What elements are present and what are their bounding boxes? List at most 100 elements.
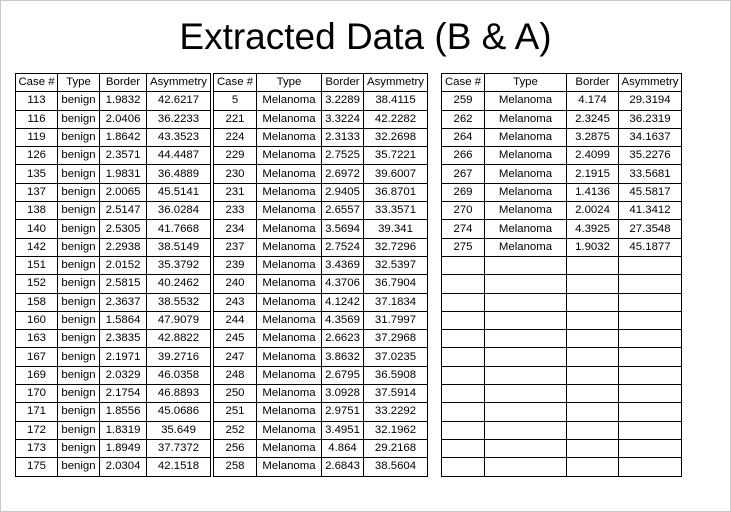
cell-border: 2.3133	[321, 127, 364, 148]
empty-cell-case-number	[441, 347, 485, 367]
cell-type: benign	[57, 219, 100, 239]
cell-type: benign	[57, 457, 100, 477]
cell-type: Melanoma	[484, 146, 567, 166]
cell-asymmetry: 47.9079	[146, 310, 211, 331]
cell-case-number: 169	[15, 365, 58, 386]
column-gap	[428, 220, 442, 238]
cell-asymmetry: 44.4487	[146, 146, 211, 166]
empty-cell-border	[566, 438, 619, 459]
slide-title: Extracted Data (B & A)	[179, 16, 552, 57]
empty-cell-asymmetry	[618, 329, 682, 349]
empty-cell-case-number	[441, 420, 485, 440]
cell-asymmetry: 36.4889	[146, 164, 211, 184]
cell-case-number: 275	[441, 237, 485, 257]
cell-case-number: 264	[441, 127, 485, 148]
cell-border: 4.1242	[321, 292, 364, 312]
cell-asymmetry: 33.3571	[363, 201, 428, 221]
table-row: 119 benign 1.8642 43.3523 224 Melanoma 2.3133 3…	[15, 127, 682, 148]
column-gap	[428, 366, 442, 384]
cell-border: 4.174	[566, 91, 619, 111]
cell-border: 2.6795	[321, 365, 364, 386]
table-row: 137 benign 2.0065 45.5141 231 Melanoma 2.9405 3…	[15, 182, 682, 203]
column-gap	[428, 110, 442, 128]
cell-asymmetry: 45.5141	[146, 182, 211, 203]
header-border: Border	[321, 72, 364, 93]
cell-case-number: 230	[213, 164, 257, 184]
cell-type: benign	[57, 201, 100, 221]
empty-cell-border	[566, 255, 619, 276]
cell-border: 2.4099	[566, 146, 619, 166]
cell-case-number: 116	[15, 109, 58, 129]
empty-cell-type	[484, 384, 567, 404]
cell-type: benign	[57, 127, 100, 148]
cell-asymmetry: 36.2319	[618, 109, 682, 129]
cell-asymmetry: 33.5681	[618, 164, 682, 184]
cell-case-number: 113	[15, 91, 58, 111]
cell-border: 1.9832	[99, 91, 147, 111]
column-gap	[428, 439, 442, 457]
cell-type: benign	[57, 109, 100, 129]
header-case-number: Case #	[441, 72, 485, 93]
cell-asymmetry: 32.1962	[363, 420, 428, 440]
empty-cell-type	[484, 420, 567, 440]
empty-cell-asymmetry	[618, 274, 682, 294]
empty-cell-type	[484, 255, 567, 276]
cell-asymmetry: 43.3523	[146, 127, 211, 148]
empty-cell-type	[484, 274, 567, 294]
cell-type: Melanoma	[256, 91, 322, 111]
cell-asymmetry: 31.7997	[363, 310, 428, 331]
cell-border: 1.8556	[99, 402, 147, 422]
cell-border: 2.0065	[99, 182, 147, 203]
table-row: 138 benign 2.5147 36.0284 233 Melanoma 2.6557 3…	[15, 201, 682, 221]
cell-type: Melanoma	[256, 182, 322, 203]
cell-type: benign	[57, 347, 100, 367]
cell-case-number: 170	[15, 384, 58, 404]
cell-border: 3.2875	[566, 127, 619, 148]
cell-case-number: 258	[213, 457, 257, 477]
empty-cell-asymmetry	[618, 365, 682, 386]
table-row: 160 benign 1.5864 47.9079 244 Melanoma 4.3569 3…	[15, 310, 682, 331]
header-type: Type	[256, 72, 322, 93]
table-row: 171 benign 1.8556 45.0686 251 Melanoma 2.9751 3…	[15, 402, 682, 422]
cell-asymmetry: 42.1518	[146, 457, 211, 477]
cell-border: 2.6843	[321, 457, 364, 477]
empty-cell-case-number	[441, 329, 485, 349]
cell-asymmetry: 39.2716	[146, 347, 211, 367]
cell-type: Melanoma	[484, 182, 567, 203]
cell-border: 3.3224	[321, 109, 364, 129]
cell-asymmetry: 42.8822	[146, 329, 211, 349]
empty-cell-border	[566, 457, 619, 477]
table-row: 163 benign 2.3835 42.8822 245 Melanoma 2.6623 3…	[15, 329, 682, 349]
column-gap	[428, 165, 442, 183]
cell-case-number: 160	[15, 310, 58, 331]
cell-type: benign	[57, 310, 100, 331]
cell-asymmetry: 42.2282	[363, 109, 428, 129]
empty-cell-case-number	[441, 310, 485, 331]
column-gap	[428, 311, 442, 329]
cell-asymmetry: 34.1637	[618, 127, 682, 148]
cell-border: 3.4951	[321, 420, 364, 440]
cell-type: Melanoma	[256, 384, 322, 404]
column-gap	[428, 458, 442, 476]
cell-case-number: 171	[15, 402, 58, 422]
cell-case-number: 142	[15, 237, 58, 257]
cell-asymmetry: 41.3412	[618, 201, 682, 221]
empty-cell-border	[566, 365, 619, 386]
cell-case-number: 135	[15, 164, 58, 184]
empty-cell-case-number	[441, 384, 485, 404]
cell-case-number: 229	[213, 146, 257, 166]
header-type: Type	[484, 72, 567, 93]
table-row: 142 benign 2.2938 38.5149 237 Melanoma 2.7524 3…	[15, 237, 682, 257]
column-gap	[428, 92, 442, 110]
cell-asymmetry: 38.5149	[146, 237, 211, 257]
empty-cell-asymmetry	[618, 255, 682, 276]
cell-case-number: 240	[213, 274, 257, 294]
cell-type: benign	[57, 91, 100, 111]
cell-border: 3.4369	[321, 255, 364, 276]
cell-case-number: 244	[213, 310, 257, 331]
cell-asymmetry: 45.5817	[618, 182, 682, 203]
cell-border: 2.5147	[99, 201, 147, 221]
cell-type: Melanoma	[256, 420, 322, 440]
cell-type: benign	[57, 438, 100, 459]
header-border: Border	[99, 72, 147, 93]
